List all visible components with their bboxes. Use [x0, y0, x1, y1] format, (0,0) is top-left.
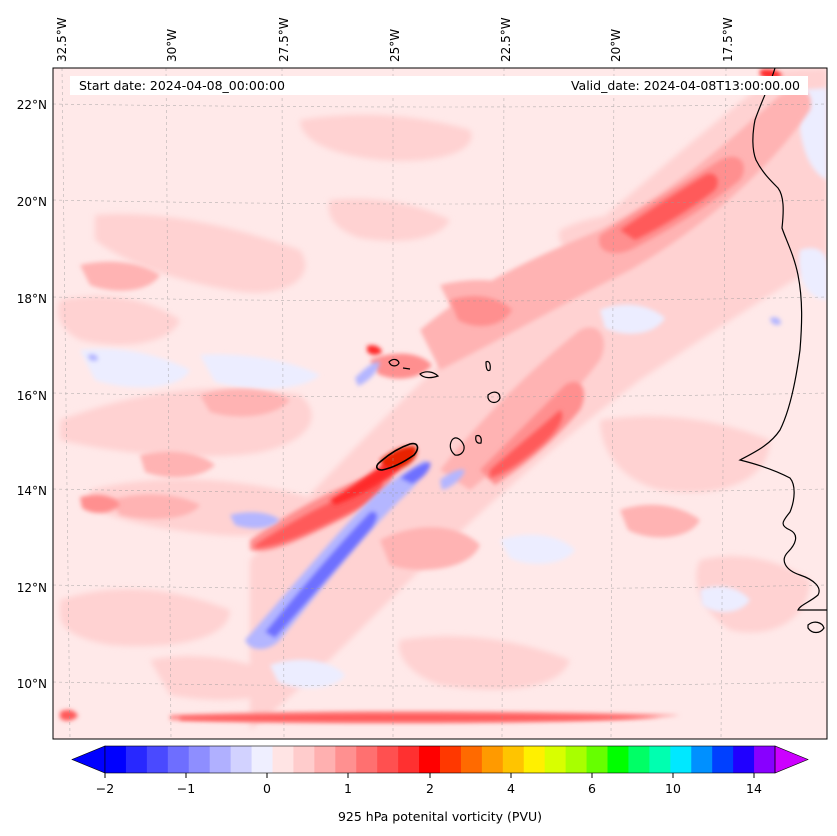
map-frame [52, 67, 828, 740]
colorbar-frame [104, 745, 776, 774]
colorbar-swatch [398, 746, 420, 773]
pv-field-red [60, 173, 718, 722]
colorbar-over-arrow [774, 745, 809, 774]
lat-label: 10°N [17, 677, 47, 691]
colorbar-under-arrow [71, 745, 106, 774]
colorbar-swatch [691, 746, 713, 773]
island-santiago [449, 437, 465, 456]
colorbar-swatch [670, 746, 692, 773]
colorbar-tick-label: 1 [344, 781, 352, 796]
colorbar-swatch [733, 746, 755, 773]
island-sao-nicolau [419, 371, 440, 379]
island-coast-islets [807, 621, 825, 634]
colorbar-swatch [502, 746, 525, 773]
colorbar-swatches [105, 746, 776, 773]
colorbar-swatch [565, 746, 588, 773]
island-sal [485, 360, 491, 372]
colorbar-swatch [377, 746, 399, 773]
colorbar-tick-label: −1 [177, 781, 195, 796]
map-panel [53, 68, 827, 739]
info-strip [70, 76, 808, 95]
colorbar-swatch [628, 746, 650, 773]
lon-labels: 32.5°W 30°W 27.5°W 25°W 22.5°W 20°W 17.5… [55, 17, 735, 62]
colorbar-tick-label: 2 [426, 781, 434, 796]
island-sao-vicente [402, 367, 411, 370]
colorbar-tick-label: 0 [263, 781, 271, 796]
colorbar-swatch [146, 746, 169, 773]
lat-label: 12°N [17, 581, 47, 595]
colorbar-ticks [104, 773, 755, 778]
colorbar-title: 925 hPa potenital vorticity (PVU) [338, 809, 542, 824]
lon-label: 20°W [609, 29, 623, 62]
colorbar-tick-label: 4 [507, 781, 515, 796]
lat-label: 20°N [17, 195, 47, 209]
colorbar-swatch [167, 746, 190, 773]
colorbar-swatch [586, 746, 608, 773]
lon-label: 25°W [388, 29, 402, 62]
pv-field-negative [88, 317, 781, 649]
colorbar-swatch [230, 746, 253, 773]
valid-date-label: Valid_date: 2024-04-08T13:00:00.00 [571, 78, 800, 93]
colorbar-swatch [754, 746, 776, 773]
lon-label: 32.5°W [55, 17, 69, 62]
colorbar-swatch [523, 746, 546, 773]
colorbar-swatch [712, 746, 734, 773]
pv-field-negative-light [80, 88, 827, 689]
colorbar-swatch [481, 746, 504, 773]
island-santo-antao [388, 358, 400, 367]
colorbar-swatch [105, 746, 127, 773]
lat-labels: 22°N 20°N 18°N 16°N 14°N 12°N 10°N [17, 98, 47, 691]
colorbar-tick-label: 10 [665, 781, 681, 796]
colorbar-swatch [272, 746, 294, 773]
colorbar: −2 −1 0 1 2 4 6 10 14 925 hPa potenital … [71, 745, 809, 824]
colorbar-swatch [209, 746, 232, 773]
lon-label: 17.5°W [721, 17, 735, 62]
lon-label: 22.5°W [499, 17, 513, 62]
colorbar-swatch [419, 746, 441, 773]
colorbar-swatch [125, 746, 148, 773]
colorbar-swatch [607, 746, 629, 773]
lon-label: 30°W [165, 29, 179, 62]
lat-label: 14°N [17, 484, 47, 498]
lat-label: 22°N [17, 98, 47, 112]
colorbar-swatch [544, 746, 567, 773]
colorbar-swatch [335, 746, 357, 773]
colorbar-tick-label: 14 [746, 781, 762, 796]
graticule [53, 68, 827, 739]
colorbar-swatch [293, 746, 315, 773]
colorbar-swatch [460, 746, 483, 773]
island-maio [475, 434, 482, 444]
colorbar-tick-label: 6 [588, 781, 596, 796]
lon-label: 27.5°W [277, 17, 291, 62]
africa-coastline [738, 68, 827, 611]
lat-label: 16°N [17, 389, 47, 403]
island-fogo-brava [376, 442, 419, 471]
colorbar-tick-label: −2 [96, 781, 114, 796]
colorbar-swatch [440, 746, 462, 773]
lat-label: 18°N [17, 292, 47, 306]
colorbar-swatch [649, 746, 671, 773]
colorbar-swatch [356, 746, 378, 773]
colorbar-swatch [251, 746, 273, 773]
colorbar-swatch [188, 746, 211, 773]
colorbar-tick-labels: −2 −1 0 1 2 4 6 10 14 [96, 781, 762, 796]
island-boa-vista [487, 391, 501, 404]
coastlines [376, 68, 827, 634]
colorbar-swatch [314, 746, 336, 773]
start-date-label: Start date: 2024-04-08_00:00:00 [79, 78, 285, 93]
